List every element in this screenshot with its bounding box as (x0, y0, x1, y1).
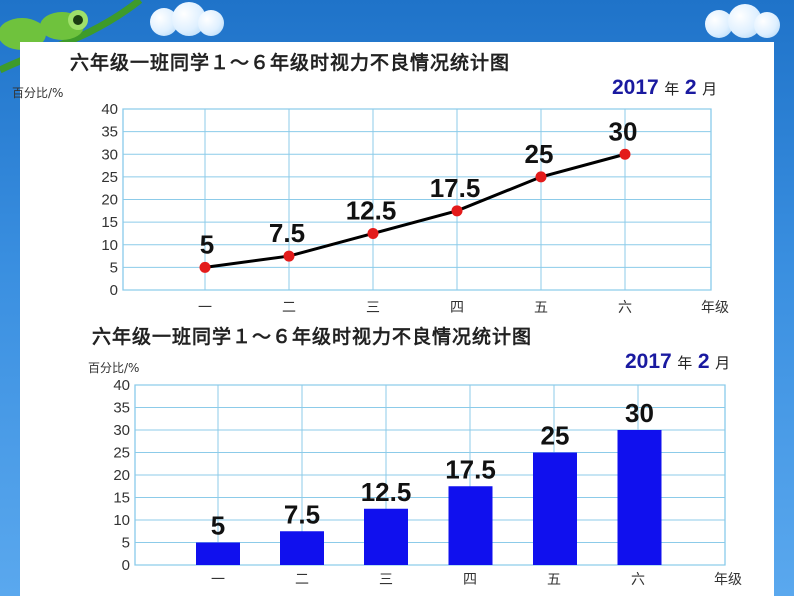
x-tick-label: 五 (547, 572, 561, 588)
data-label: 17.5 (430, 173, 481, 203)
data-point (199, 261, 211, 273)
x-tick-label: 五 (534, 300, 548, 316)
date-year-unit: 年 (677, 354, 693, 372)
data-label: 7.5 (284, 499, 320, 529)
x-tick-label: 一 (198, 300, 212, 316)
y-axis-label: 百分比/% (88, 361, 140, 375)
chart-title: 六年级一班同学１～６年级时视力不良情况统计图 (70, 52, 511, 74)
y-tick-label: 5 (110, 259, 118, 276)
y-tick-label: 20 (101, 192, 118, 209)
y-tick-label: 20 (113, 467, 130, 484)
y-axis-label: 百分比/% (12, 86, 64, 100)
data-label: 17.5 (445, 454, 496, 484)
bar (617, 430, 662, 565)
y-tick-label: 30 (101, 146, 118, 163)
data-point (535, 171, 547, 183)
data-label: 7.5 (269, 218, 305, 248)
y-tick-label: 30 (113, 422, 130, 439)
x-tick-label: 二 (282, 300, 296, 316)
data-point (451, 205, 463, 217)
chart-title: 六年级一班同学１～６年级时视力不良情况统计图 (92, 326, 533, 348)
date-month: 2 (684, 76, 697, 99)
y-tick-label: 40 (101, 101, 118, 118)
chart-date: 2017 年 2 月 (625, 350, 730, 374)
y-tick-label: 35 (101, 124, 118, 141)
y-tick-label: 0 (122, 557, 130, 574)
y-tick-label: 10 (101, 237, 118, 254)
y-tick-label: 35 (113, 400, 130, 417)
date-year: 2017 (612, 76, 659, 99)
bar (196, 542, 240, 565)
x-axis-label: 年级 (701, 300, 729, 316)
bar (364, 508, 408, 565)
series-line (204, 152, 626, 269)
y-tick-label: 10 (113, 512, 130, 529)
bar (280, 531, 324, 565)
data-label: 5 (211, 511, 225, 541)
x-tick-label: 二 (295, 572, 309, 588)
date-month-unit: 月 (715, 354, 731, 372)
y-tick-label: 15 (101, 214, 118, 231)
bubble-decoration (754, 12, 780, 38)
date-month: 2 (697, 350, 710, 373)
data-label: 12.5 (346, 195, 397, 225)
data-label: 12.5 (361, 477, 412, 507)
data-point (619, 148, 631, 160)
x-axis-label: 年级 (714, 572, 742, 588)
data-label: 5 (200, 229, 214, 259)
x-tick-label: 四 (463, 572, 477, 588)
y-tick-label: 15 (113, 490, 130, 507)
data-point (283, 250, 295, 262)
x-tick-label: 三 (379, 572, 393, 588)
data-point (367, 227, 379, 239)
date-month-unit: 月 (702, 80, 718, 98)
chart-date: 2017 年 2 月 (612, 76, 717, 100)
y-tick-label: 25 (101, 169, 118, 186)
x-tick-label: 一 (211, 572, 225, 588)
y-tick-label: 5 (122, 535, 130, 552)
y-tick-label: 0 (110, 282, 118, 299)
x-tick-label: 四 (450, 300, 464, 316)
x-tick-label: 六 (618, 300, 632, 316)
data-label: 25 (525, 139, 554, 169)
bubble-decoration (198, 10, 224, 36)
x-tick-label: 三 (366, 300, 380, 316)
bar (448, 486, 493, 565)
bar (533, 452, 577, 565)
y-tick-label: 40 (113, 377, 130, 394)
date-year-unit: 年 (664, 80, 680, 98)
y-tick-label: 25 (113, 445, 130, 462)
data-label: 25 (541, 421, 570, 451)
x-tick-label: 六 (631, 572, 645, 588)
date-year: 2017 (625, 350, 672, 373)
data-label: 30 (609, 116, 638, 146)
data-label: 30 (625, 398, 654, 428)
